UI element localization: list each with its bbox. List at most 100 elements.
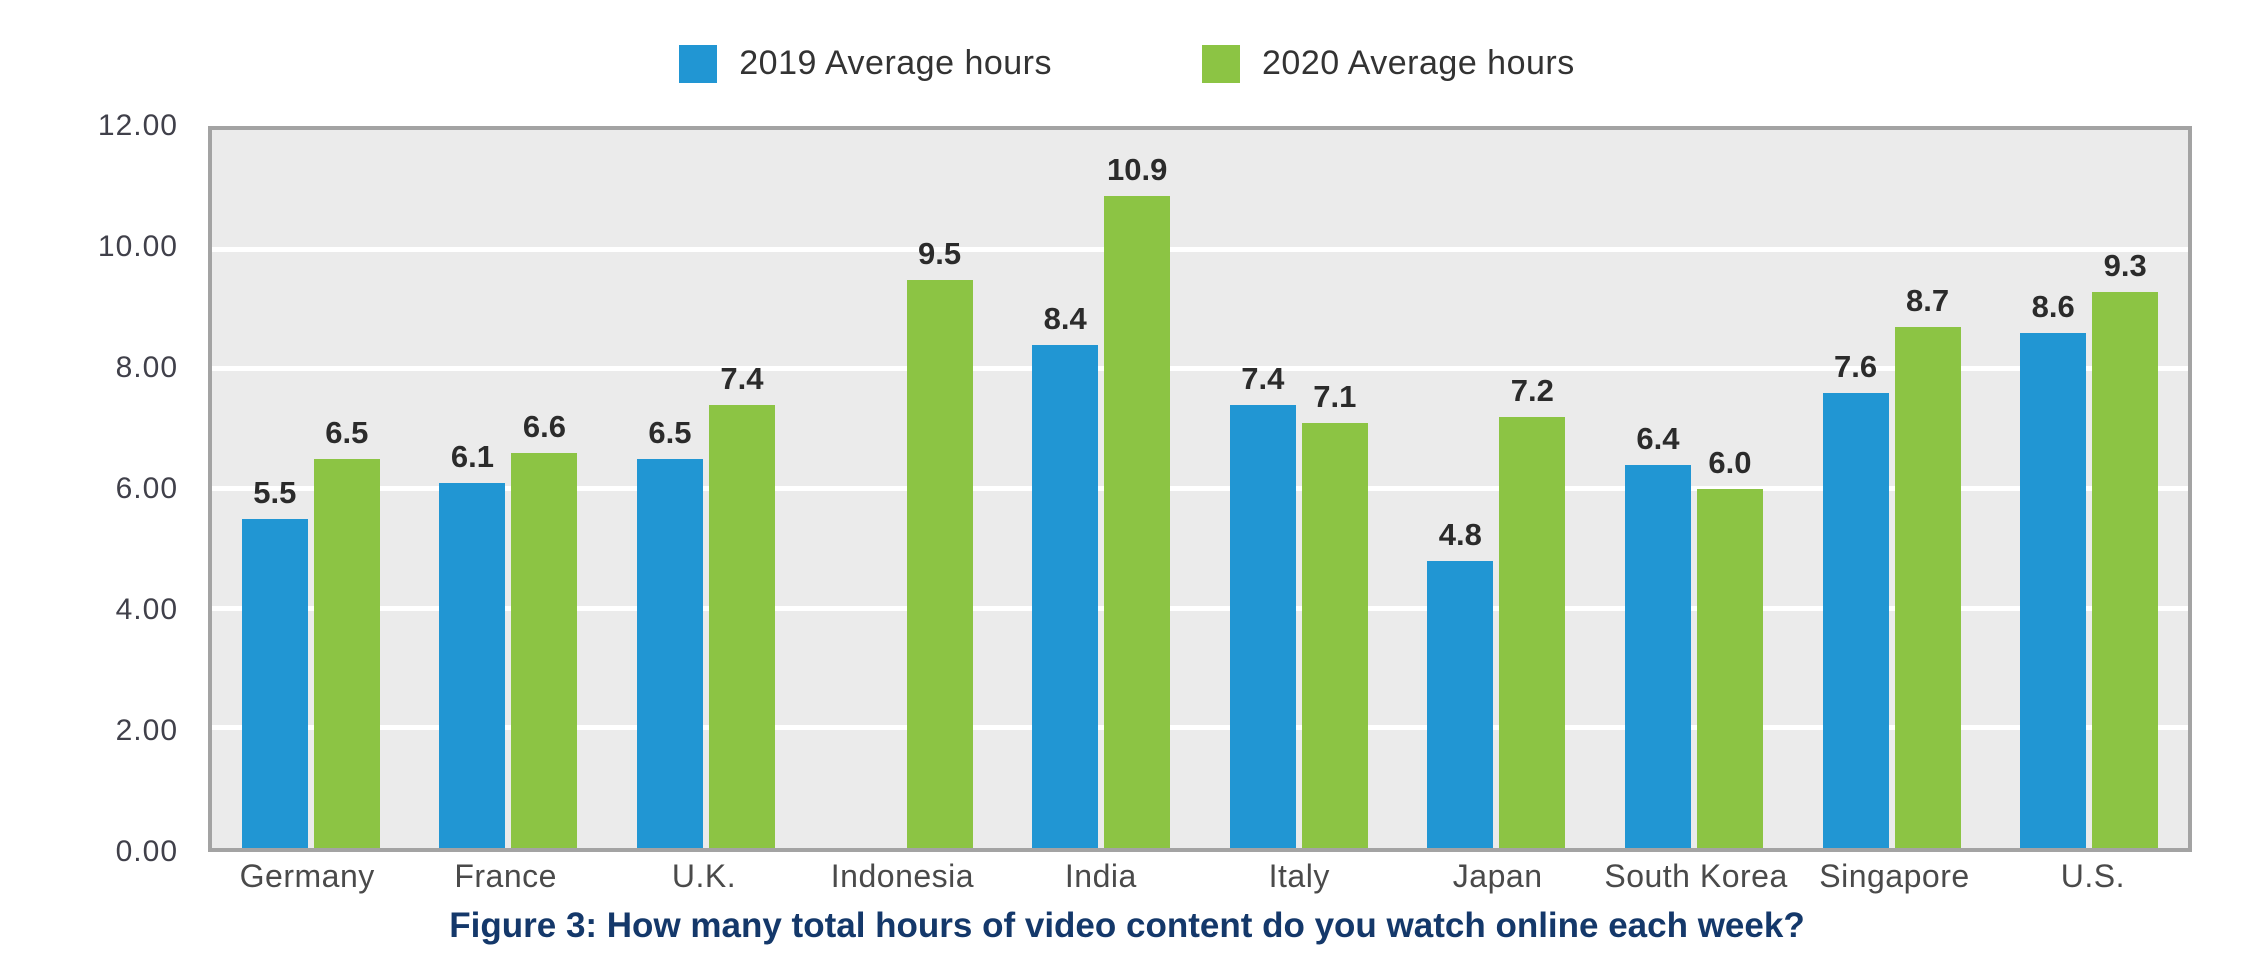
data-label-u-s-2019-average-hours: 8.6 [2031,289,2075,325]
bar-group-india: 8.4 10.9 [1002,130,1200,848]
bar-italy-2020-average-hours: 7.1 [1301,379,1368,848]
bar-slot-france-2020-average-hours: 6.6 [511,130,578,848]
x-label-u-k: U.K. [671,858,737,894]
data-label-u-k-2020-average-hours: 7.4 [720,361,764,397]
data-label-south-korea-2020-average-hours: 6.0 [1708,445,1752,480]
data-label-south-korea-2019-average-hours: 6.4 [1636,421,1680,457]
data-label-france-2019-average-hours: 6.1 [450,439,494,475]
bar-slot-germany-2020-average-hours: 6.5 [313,130,380,848]
data-label-u-s-2020-average-hours: 9.3 [2103,247,2147,283]
bar-south-korea-2020-average-hours: 6.0 [1696,445,1763,848]
y-tick-8: 8.00 [115,351,178,384]
gridline-10 [212,246,2188,252]
x-label-india: India [1064,858,1137,894]
bar-group-u-s: 8.6 9.3 [1990,130,2188,848]
y-tick-12: 12.00 [97,109,178,142]
bar-slot-indonesia-2020-average-hours: 9.5 [906,130,973,848]
x-label-u-s: U.S. [2060,858,2125,894]
data-label-singapore-2020-average-hours: 8.7 [1905,283,1950,319]
bar-slot-india-2020-average-hours: 10.9 [1104,130,1171,848]
bar-group-u-k: 6.5 7.4 [607,130,805,848]
data-label-germany-2020-average-hours: 6.5 [325,415,369,451]
bar-slot-italy-2020-average-hours: 7.1 [1301,130,1368,848]
bar-u-k-2019-average-hours: 6.5 [636,415,703,848]
bar-group-germany: 5.5 6.5 [212,130,410,848]
bar-slot-italy-2019-average-hours: 7.4 [1229,130,1296,848]
x-label-singapore: Singapore [1819,858,1970,894]
bar-group-south-korea: 6.4 6.0 [1595,130,1793,848]
bar-south-korea-2019-average-hours: 6.4 [1624,421,1691,848]
bar-india-2020-average-hours: 10.9 [1104,152,1171,848]
bar-group-singapore: 7.6 8.7 [1793,130,1991,848]
legend-label-2020: 2020 Average hours [1262,44,1575,82]
bar-u-s-2019-average-hours: 8.6 [2020,289,2087,848]
chart-legend: 2019 Average hours 2020 Average hours [0,44,2254,83]
bar-slot-france-2019-average-hours: 6.1 [439,130,506,848]
bar-slot-u-k-2020-average-hours: 7.4 [708,130,775,848]
legend-item-2019: 2019 Average hours [679,44,1052,83]
data-label-indonesia-2020-average-hours: 9.5 [918,235,962,271]
bar-india-2019-average-hours: 8.4 [1032,301,1099,848]
bar-u-s-2020-average-hours: 9.3 [2092,248,2159,848]
x-label-france: France [454,858,557,894]
bar-germany-2020-average-hours: 6.5 [313,415,380,848]
data-label-japan-2019-average-hours: 4.8 [1438,516,1482,552]
legend-swatch-2019-icon [679,44,718,83]
bar-slot-singapore-2020-average-hours: 8.7 [1894,130,1961,848]
y-axis: 12.00 10.00 8.00 6.00 4.00 2.00 0.00 [0,109,194,868]
data-label-italy-2020-average-hours: 7.1 [1313,379,1357,415]
bar-group-france: 6.1 6.6 [410,130,608,848]
bar-japan-2020-average-hours: 7.2 [1499,373,1566,848]
bar-france-2020-average-hours: 6.6 [511,409,578,848]
bar-slot-u-s-2020-average-hours: 9.3 [2092,130,2159,848]
gridline-8 [212,366,2188,372]
x-label-indonesia: Indonesia [830,858,975,894]
data-label-u-k-2019-average-hours: 6.5 [648,415,692,451]
legend-swatch-2020-icon [1202,44,1240,83]
gridline-2 [212,725,2188,731]
legend-item-2020: 2020 Average hours [1202,44,1575,83]
bar-slot-japan-2020-average-hours: 7.2 [1499,130,1566,848]
bar-slot-u-s-2019-average-hours: 8.6 [2020,130,2087,848]
bar-italy-2019-average-hours: 7.4 [1229,361,1296,848]
gridline-4 [212,605,2188,611]
bar-japan-2019-average-hours: 4.8 [1427,517,1494,848]
x-label-germany: Germany [239,858,375,894]
bar-slot-u-k-2019-average-hours: 6.5 [636,130,703,848]
data-label-italy-2019-average-hours: 7.4 [1241,361,1285,397]
bar-singapore-2020-average-hours: 8.7 [1894,283,1961,848]
data-label-germany-2019-average-hours: 5.5 [253,474,297,510]
x-label-south-korea: South Korea [1604,858,1788,894]
x-label-italy: Italy [1268,858,1330,894]
data-label-japan-2020-average-hours: 7.2 [1510,373,1554,409]
bar-group-indonesia: 9.5 [805,130,1003,848]
x-axis: Germany France U.K. Indonesia India Italy Japa… [208,858,2192,895]
bar-france-2019-average-hours: 6.1 [439,439,506,848]
data-label-france-2020-average-hours: 6.6 [522,409,566,445]
bars: 5.5 6.5 6.1 6.6 6.5 7.4 9.5 8.4 10.9 7.4 7.1 4.8 7.2… [212,130,2188,848]
gridline-6 [212,486,2188,491]
bar-slot-japan-2019-average-hours: 4.8 [1427,130,1494,848]
bar-germany-2019-average-hours: 5.5 [241,475,308,848]
bar-group-japan: 4.8 7.2 [1398,130,1596,848]
data-label-singapore-2019-average-hours: 7.6 [1833,349,1878,385]
data-label-india-2019-average-hours: 8.4 [1043,301,1087,337]
legend-label-2019: 2019 Average hours [739,44,1052,82]
y-tick-2: 2.00 [115,714,178,747]
bar-slot-south-korea-2020-average-hours: 6.0 [1696,130,1763,848]
bar-slot-singapore-2019-average-hours: 7.6 [1822,130,1889,848]
bar-indonesia-2020-average-hours: 9.5 [906,236,973,848]
bar-group-italy: 7.4 7.1 [1200,130,1398,848]
y-tick-4: 4.00 [115,593,178,626]
bar-slot-india-2019-average-hours: 8.4 [1032,130,1099,848]
y-tick-0: 0.00 [115,835,178,868]
plot-area: 5.5 6.5 6.1 6.6 6.5 7.4 9.5 8.4 10.9 7.4 7.1 4.8 7.2… [208,126,2192,852]
y-tick-10: 10.00 [97,230,178,263]
bar-u-k-2020-average-hours: 7.4 [708,361,775,848]
y-tick-6: 6.00 [115,472,178,505]
figure-caption: Figure 3: How many total hours of video … [449,906,1805,945]
gridlines [212,130,2188,848]
bar-slot-south-korea-2019-average-hours: 6.4 [1624,130,1691,848]
x-label-japan: Japan [1452,858,1543,894]
